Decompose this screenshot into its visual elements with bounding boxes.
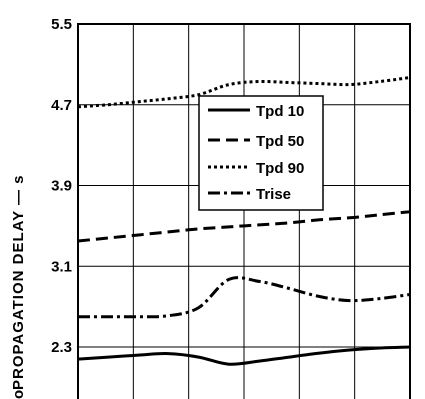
legend-box bbox=[198, 95, 324, 211]
series bbox=[77, 76, 411, 366]
series-line-tpd90 bbox=[77, 76, 411, 109]
y-tick-label: 3.9 bbox=[51, 178, 72, 195]
y-axis-title-fragment: o bbox=[10, 390, 27, 399]
legend-label-tpd10: Tpd 10 bbox=[256, 103, 304, 120]
legend-label-trise: Trise bbox=[256, 186, 291, 203]
y-axis-title: PROPAGATION DELAY — s bbox=[10, 175, 27, 390]
plot-frame bbox=[77, 23, 411, 399]
grid bbox=[78, 24, 410, 399]
y-tick-labels: 5.5 4.7 3.9 3.1 2.3 bbox=[51, 16, 72, 356]
series-line-tpd10 bbox=[77, 345, 411, 366]
y-tick-label: 2.3 bbox=[51, 339, 72, 356]
series-line-trise bbox=[78, 276, 411, 319]
y-tick-label: 3.1 bbox=[51, 258, 72, 275]
legend: Tpd 10 Tpd 50 Tpd 90 Trise bbox=[198, 95, 324, 211]
series-line-tpd50 bbox=[77, 210, 411, 243]
legend-label-tpd90: Tpd 90 bbox=[256, 160, 304, 177]
y-tick-label: 5.5 bbox=[51, 16, 72, 33]
legend-label-tpd50: Tpd 50 bbox=[256, 133, 304, 150]
y-tick-label: 4.7 bbox=[51, 97, 72, 114]
